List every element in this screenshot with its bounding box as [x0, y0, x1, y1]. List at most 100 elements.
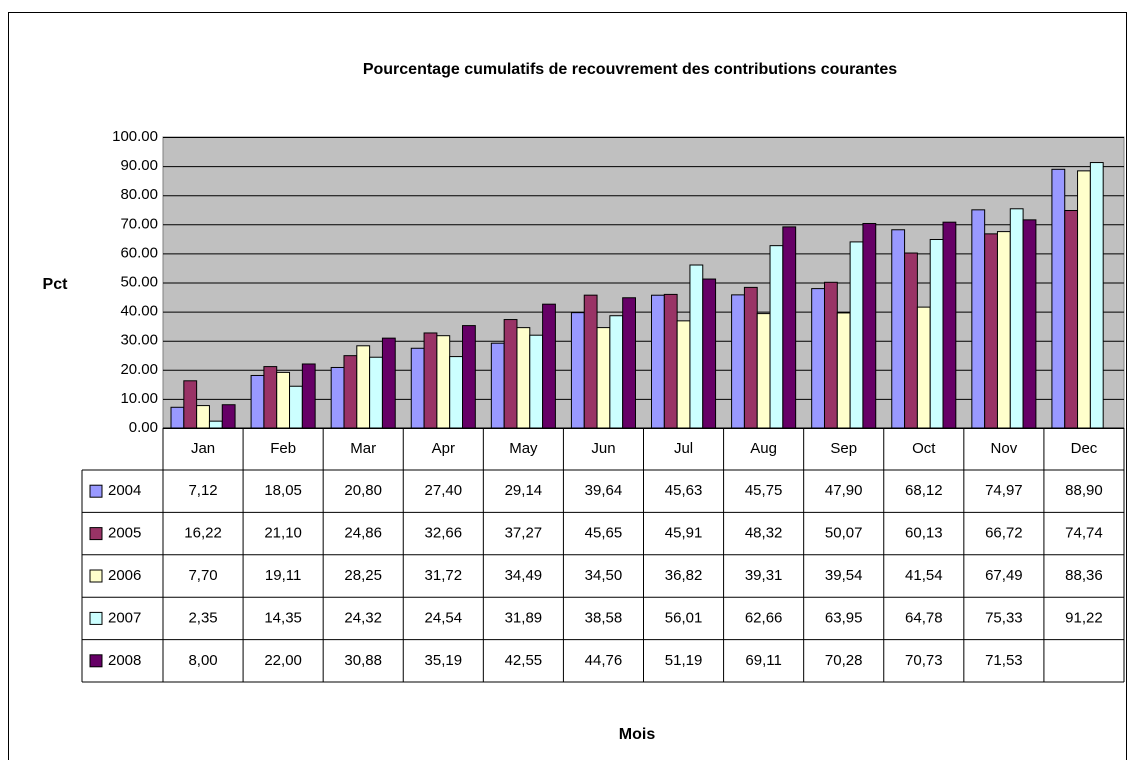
table-cell: 19,11 [265, 567, 301, 584]
bar [756, 313, 771, 429]
table-cell: 39,54 [825, 567, 863, 584]
bar [1051, 168, 1066, 429]
table-cell: 45,63 [665, 482, 703, 499]
bar [811, 288, 825, 429]
bar [436, 335, 451, 429]
bar [250, 374, 265, 429]
bar [462, 325, 476, 429]
bar [369, 356, 383, 429]
table-cell: 42,55 [505, 652, 543, 669]
legend-swatch [89, 611, 103, 625]
bar [782, 226, 797, 429]
table-cell: 32,66 [425, 525, 463, 542]
table-cell: 63,95 [825, 609, 863, 626]
table-cell: 74,74 [1065, 525, 1103, 542]
bar [570, 312, 585, 429]
bar [490, 342, 505, 429]
table-cell: 22,00 [264, 652, 302, 669]
table-cell: 50,07 [825, 525, 863, 542]
table-cell: 39,64 [585, 482, 623, 499]
bar [1022, 219, 1037, 429]
table-cell: 66,72 [985, 525, 1023, 542]
bar [381, 337, 396, 429]
bar [289, 385, 303, 429]
bar [221, 404, 236, 429]
table-cell: 75,33 [985, 609, 1023, 626]
x-tick-label: Oct [912, 440, 936, 457]
bar [503, 319, 518, 429]
bar [208, 420, 223, 429]
y-tick-label: 60.00 [120, 244, 158, 261]
bar [449, 356, 464, 429]
y-tick-label: 30.00 [120, 332, 158, 349]
table-cell: 18,05 [264, 482, 302, 499]
bar [663, 293, 678, 429]
table-cell: 2,35 [188, 609, 217, 626]
y-tick-label: 70.00 [120, 215, 158, 232]
bar [916, 306, 931, 429]
x-tick-label: Sep [830, 440, 857, 457]
table-cell: 70,73 [905, 652, 943, 669]
bar [996, 231, 1011, 429]
table-cell: 88,36 [1065, 567, 1103, 584]
bar [170, 406, 185, 429]
table-cell: 8,00 [188, 652, 217, 669]
y-axis-label: Pct [43, 276, 69, 293]
table-cell: 41,54 [905, 567, 943, 584]
bar [622, 297, 636, 429]
legend-label: 2004 [108, 482, 141, 499]
table-cell: 45,91 [665, 525, 703, 542]
bar [836, 312, 851, 429]
bar [689, 264, 704, 429]
table-cell: 60,13 [905, 525, 943, 542]
bar [676, 320, 691, 429]
y-tick-label: 80.00 [120, 186, 158, 203]
legend-swatch [89, 569, 103, 583]
table-cell: 7,12 [188, 482, 217, 499]
table-cell: 20,80 [344, 482, 382, 499]
x-tick-label: Dec [1071, 440, 1098, 457]
table-cell: 71,53 [985, 652, 1023, 669]
table-cell: 14,35 [264, 609, 302, 626]
legend-swatch [89, 654, 103, 668]
table-cell: 88,90 [1065, 482, 1103, 499]
bar [330, 366, 345, 429]
table-cell: 35,19 [425, 652, 463, 669]
table-cell: 56,01 [665, 609, 703, 626]
x-tick-label: Jul [674, 440, 693, 457]
table-cell: 68,12 [905, 482, 943, 499]
table-cell: 74,97 [985, 482, 1023, 499]
table-cell: 70,28 [825, 652, 863, 669]
x-axis-label: Mois [619, 726, 656, 743]
table-cell: 31,89 [505, 609, 543, 626]
y-tick-label: 40.00 [120, 303, 158, 320]
x-tick-label: Jan [191, 440, 215, 457]
y-tick-label: 90.00 [120, 157, 158, 174]
bar [301, 363, 316, 429]
table-cell: 44,76 [585, 652, 623, 669]
legend-label: 2008 [108, 652, 141, 669]
bar [542, 303, 556, 429]
table-cell: 48,32 [745, 525, 783, 542]
bar [583, 294, 598, 429]
x-tick-label: Mar [350, 440, 376, 457]
table-cell: 37,27 [505, 525, 543, 542]
bar [823, 281, 838, 429]
table-cell: 21,10 [264, 525, 302, 542]
table-cell: 45,75 [745, 482, 783, 499]
table-cell: 29,14 [505, 482, 543, 499]
bar [849, 241, 864, 429]
table-cell: 39,31 [745, 567, 783, 584]
table-cell: 67,49 [985, 567, 1023, 584]
table-cell: 24,32 [344, 609, 382, 626]
bar [596, 327, 611, 429]
y-tick-label: 20.00 [120, 361, 158, 378]
bar [410, 347, 425, 429]
bar [529, 334, 544, 429]
legend-label: 2006 [108, 567, 141, 584]
legend-label: 2007 [108, 609, 141, 626]
table-cell: 64,78 [905, 609, 943, 626]
bar [609, 315, 624, 429]
bar [1089, 162, 1104, 429]
table-cell: 28,25 [344, 567, 382, 584]
